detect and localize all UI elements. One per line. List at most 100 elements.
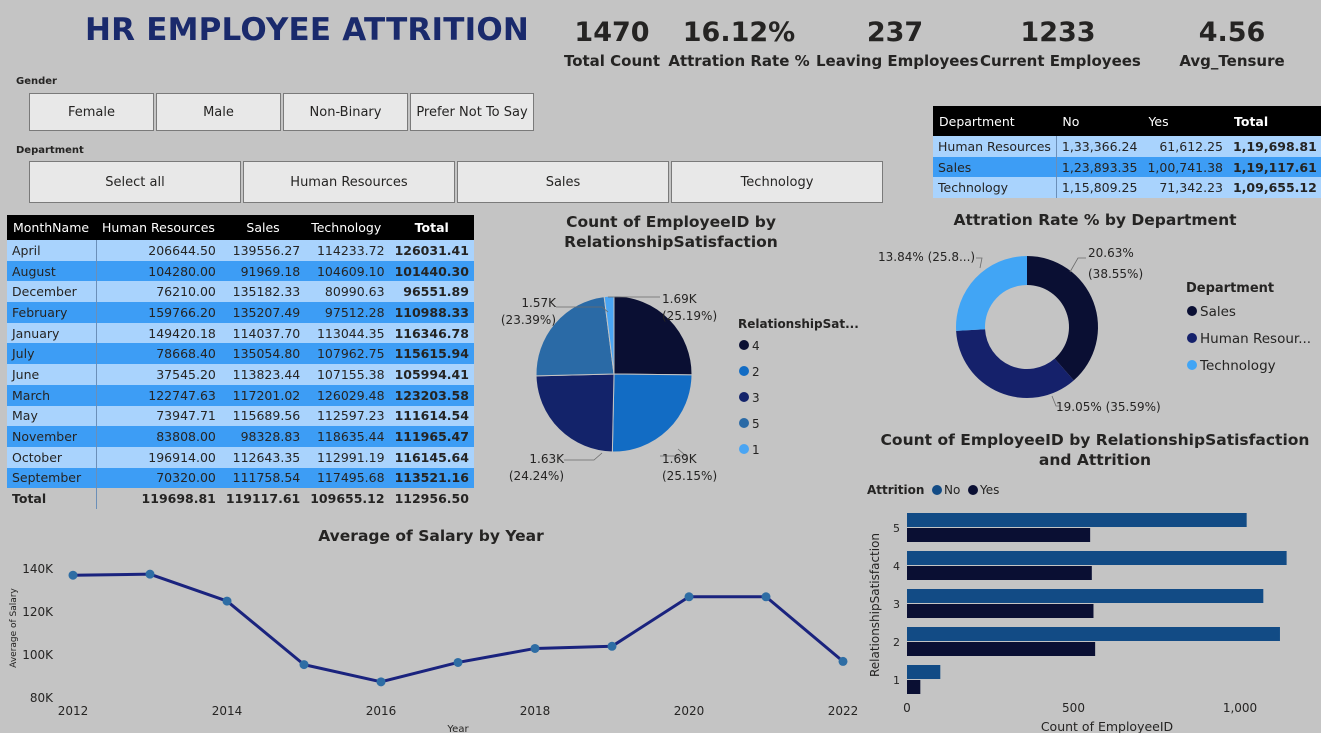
line-point[interactable] xyxy=(684,592,694,602)
bar-yes[interactable] xyxy=(907,528,1091,542)
donut-data-label: 13.84% (25.8...) xyxy=(878,250,975,264)
pie-data-label: (23.39%) xyxy=(501,313,556,327)
col-header-technology[interactable]: Technology xyxy=(305,215,390,240)
department-slicer-label: Department xyxy=(16,145,84,156)
pie-slice-5[interactable] xyxy=(535,296,615,377)
table-row[interactable]: October 196914.00 112643.35 112991.19 116145… xyxy=(7,446,474,468)
table-row[interactable]: August 104280.00 91969.18 104609.10 101440.3… xyxy=(7,260,474,282)
pie-slice-1[interactable] xyxy=(603,295,615,375)
bar-yes[interactable] xyxy=(907,604,1094,618)
pie-data-label: (25.15%) xyxy=(662,469,717,483)
line-point[interactable] xyxy=(222,596,232,606)
col-header-total[interactable]: Total xyxy=(389,215,474,240)
donut-leader-line xyxy=(1051,395,1060,407)
table-row[interactable]: February 159766.20 135207.49 97512.28 110988… xyxy=(7,302,474,323)
kpi-value: 237 xyxy=(866,17,924,48)
department-sales-button[interactable]: Sales xyxy=(457,161,669,203)
bar-chart-title: Count of EmployeeID by RelationshipSatis… xyxy=(880,431,1310,469)
department-hr-button[interactable]: Human Resources xyxy=(243,161,455,203)
table-row[interactable]: Technology 1,15,809.25 71,342.23 1,09,655.1… xyxy=(933,177,1321,199)
department-technology-button[interactable]: Technology xyxy=(671,161,883,203)
col-header-month[interactable]: MonthName xyxy=(7,215,96,240)
legend-marker-yes xyxy=(968,485,978,495)
y-tick-label: 1 xyxy=(893,674,900,687)
value-cell: 114037.70 xyxy=(232,325,301,341)
department-cell: Sales xyxy=(933,156,1057,178)
pie-data-label: 1.57K xyxy=(521,296,557,310)
table-row[interactable]: June 37545.20 113823.44 107155.38 105994.41 xyxy=(7,364,474,385)
kpi-label: Leaving Employees xyxy=(816,52,979,70)
legend-marker xyxy=(1187,306,1197,316)
gender-female-button[interactable]: Female xyxy=(29,93,154,131)
col-header-no[interactable]: No xyxy=(1056,106,1143,136)
line-point[interactable] xyxy=(838,656,848,666)
bar-no[interactable] xyxy=(907,513,1247,527)
value-cell: 113044.35 xyxy=(316,325,385,341)
month-cell: March xyxy=(7,384,97,406)
line-point[interactable] xyxy=(607,641,617,651)
line-point[interactable] xyxy=(530,643,540,653)
pie-slice-3[interactable] xyxy=(535,373,615,453)
value-cell: 104609.10 xyxy=(316,263,385,279)
bar-yes[interactable] xyxy=(907,680,921,694)
table-row[interactable]: Human Resources 1,33,366.24 61,612.25 1,19,… xyxy=(933,136,1321,157)
col-header-dept-total[interactable]: Total xyxy=(1227,106,1321,136)
y-tick-label: 3 xyxy=(893,598,900,611)
donut-data-label: (38.55%) xyxy=(1088,267,1143,281)
legend-item: 2 xyxy=(752,365,760,379)
gender-prefer-not-button[interactable]: Prefer Not To Say xyxy=(410,93,534,131)
table-row[interactable]: December 76210.00 135182.33 80990.63 96551.8… xyxy=(7,281,474,303)
bar-no[interactable] xyxy=(907,551,1287,565)
table-row[interactable]: April 206644.50 139556.27 114233.72 126031.4… xyxy=(7,240,474,261)
bar-yes[interactable] xyxy=(907,566,1092,580)
table-row[interactable]: July 78668.40 135054.80 107962.75 115615.94 xyxy=(7,343,474,365)
bar-no[interactable] xyxy=(907,665,941,679)
line-point[interactable] xyxy=(145,569,155,579)
y-axis-label: RelationshipSatisfaction xyxy=(868,533,882,677)
value-cell: 70320.00 xyxy=(156,470,216,486)
line-point[interactable] xyxy=(376,677,386,687)
table-row[interactable]: May 73947.71 115689.56 112597.23 111614.54 xyxy=(7,405,474,427)
month-cell: September xyxy=(7,467,97,489)
kpi-value: 4.56 xyxy=(1198,17,1266,48)
col-header-department[interactable]: Department xyxy=(933,106,1057,136)
kpi-value: 1470 xyxy=(574,17,650,48)
table-row[interactable]: November 83808.00 98328.83 118635.44 111965.… xyxy=(7,426,474,447)
table-row[interactable]: September 70320.00 111758.54 117495.68 11352… xyxy=(7,467,474,489)
pie-chart-title: Count of EmployeeID by RelationshipSatis… xyxy=(564,213,778,251)
table-header-row: MonthName Human Resources Sales Technolo… xyxy=(7,215,474,240)
bar-yes[interactable] xyxy=(907,642,1096,656)
value-cell: 126029.48 xyxy=(316,387,385,403)
table-row[interactable]: Sales 1,23,893.35 1,00,741.38 1,19,117.61 xyxy=(933,156,1321,178)
line-point[interactable] xyxy=(68,570,78,580)
table-row[interactable]: March 122747.63 117201.02 126029.48 123203.5… xyxy=(7,384,474,406)
col-header-hr[interactable]: Human Resources xyxy=(96,215,221,240)
donut-slice-sales[interactable] xyxy=(1027,256,1098,381)
month-cell: June xyxy=(7,364,97,385)
total-cell: 101440.30 xyxy=(394,263,469,279)
bar-no[interactable] xyxy=(907,627,1280,641)
pie-leader-line xyxy=(660,448,688,457)
value-cell: 104280.00 xyxy=(148,263,216,279)
pie-slice-4[interactable] xyxy=(613,295,693,376)
x-tick-label: 2022 xyxy=(828,704,859,718)
value-cell: 135182.33 xyxy=(232,284,301,300)
line-point[interactable] xyxy=(299,660,309,670)
pie-slice-2[interactable] xyxy=(611,373,693,453)
donut-slice-humanresour[interactable] xyxy=(956,329,1074,399)
department-select-all-button[interactable]: Select all xyxy=(29,161,241,203)
department-cell: Human Resources xyxy=(933,136,1057,157)
table-row[interactable]: January 149420.18 114037.70 113044.35 116346… xyxy=(7,322,474,344)
line-point[interactable] xyxy=(453,657,463,667)
x-tick-label: 1,000 xyxy=(1223,701,1257,715)
x-tick-label: 500 xyxy=(1062,701,1085,715)
legend-marker xyxy=(739,392,749,402)
value-cell: 107962.75 xyxy=(316,346,385,362)
gender-male-button[interactable]: Male xyxy=(156,93,281,131)
gender-non-binary-button[interactable]: Non-Binary xyxy=(283,93,408,131)
bar-no[interactable] xyxy=(907,589,1264,603)
col-header-yes[interactable]: Yes xyxy=(1142,106,1228,136)
line-point[interactable] xyxy=(761,592,771,602)
donut-slice-technology[interactable] xyxy=(956,256,1027,331)
col-header-sales[interactable]: Sales xyxy=(220,215,306,240)
